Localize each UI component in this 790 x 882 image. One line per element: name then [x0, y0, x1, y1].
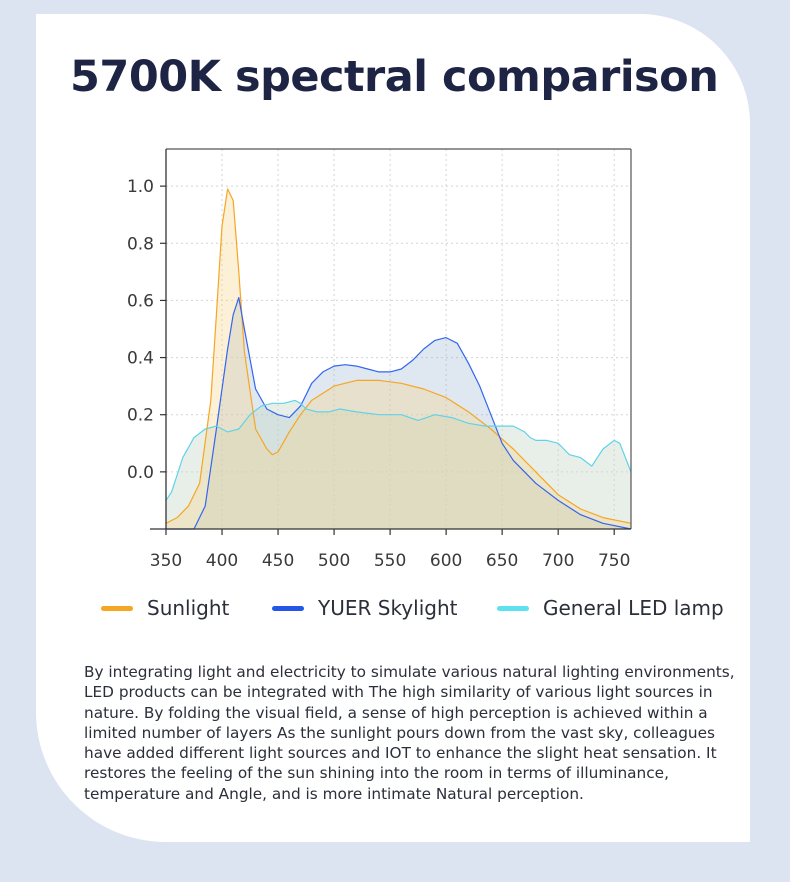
y-tick-label: 1.0: [127, 177, 154, 197]
legend-swatch-general-led: [497, 605, 529, 611]
legend-label-general-led: General LED lamp: [543, 596, 724, 620]
legend-swatch-yuer-skylight: [272, 605, 304, 611]
y-tick-label: 0.6: [127, 291, 154, 311]
legend-item-general-led: General LED lamp: [497, 596, 724, 620]
chart-areas: [166, 189, 631, 529]
x-tick-label: 500: [318, 551, 350, 571]
x-tick-label: 700: [542, 551, 574, 571]
x-tick-label: 400: [206, 551, 238, 571]
spectral-chart: 0.0 0.2 0.4 0.6 0.8 1.0 350 400 450 500 550 600 650 7…: [127, 148, 632, 571]
x-tick-label: 600: [430, 551, 462, 571]
y-tick-label: 0.0: [127, 463, 154, 483]
area-general-led-lamp: [166, 400, 631, 529]
legend-item-yuer-skylight: YUER Skylight: [272, 596, 457, 620]
x-tick-label: 550: [374, 551, 406, 571]
chart-lines: [165, 188, 632, 530]
page-title: 5700K spectral comparison: [70, 52, 719, 102]
chart-legend: Sunlight YUER Skylight General LED lamp: [0, 596, 790, 628]
legend-label-yuer-skylight: YUER Skylight: [318, 596, 458, 620]
chart-axes: 0.0 0.2 0.4 0.6 0.8 1.0 350 400 450 500 550 600 650 7…: [127, 148, 632, 571]
x-tick-label: 350: [150, 551, 182, 571]
y-tick-label: 0.2: [127, 406, 154, 426]
line-sunlight: [165, 188, 632, 524]
x-tick-label: 650: [486, 551, 518, 571]
legend-label-sunlight: Sunlight: [147, 596, 230, 620]
description-text: By integrating light and electricity to …: [84, 663, 735, 803]
y-tick-label: 0.4: [127, 349, 154, 369]
x-tick-label: 750: [598, 551, 630, 571]
area-sunlight: [166, 189, 631, 529]
x-tick-label: 450: [262, 551, 294, 571]
legend-item-sunlight: Sunlight: [101, 596, 229, 620]
line-general-led-lamp: [165, 399, 632, 501]
line-yuer-skylight: [166, 297, 632, 530]
legend-swatch-sunlight: [101, 605, 133, 611]
area-yuer-skylight: [166, 297, 631, 529]
y-tick-label: 0.8: [127, 234, 154, 254]
